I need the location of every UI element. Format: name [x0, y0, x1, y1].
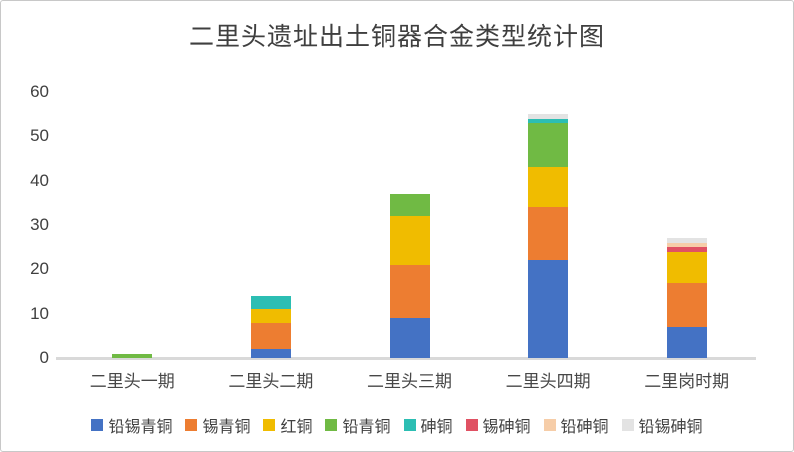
legend-swatch-icon: [403, 419, 416, 431]
legend-swatch-icon: [185, 419, 198, 431]
bar-segment-砷铜: [528, 118, 569, 124]
legend-swatch-icon: [543, 419, 556, 431]
bar-segment-红铜: [528, 167, 569, 208]
bar-segment-红铜: [389, 216, 430, 265]
bar-segment-铅锡砷铜: [528, 114, 569, 119]
bar-二里岗时期: [666, 238, 707, 358]
legend-swatch-icon: [263, 419, 276, 431]
bar-segment-锡青铜: [528, 207, 569, 261]
legend-item-铅锡青铜: 铅锡青铜: [91, 413, 172, 437]
bar-segment-锡青铜: [389, 264, 430, 319]
legend-item-铅锡砷铜: 铅锡砷铜: [621, 413, 703, 437]
bar-segment-红铜: [666, 251, 707, 283]
bar-二里头四期: [528, 114, 569, 358]
chart-title: 二里头遗址出土铜器合金类型统计图: [188, 23, 605, 51]
bar-segment-锡砷铜: [666, 247, 707, 252]
legend: 铅锡青铜 锡青铜 红铜 铅青铜 砷铜 锡砷铜 铅砷铜 铅锡砷铜: [1, 413, 793, 437]
legend-label: 铅青铜: [342, 419, 391, 436]
bar-segment-锡青铜: [250, 322, 291, 350]
bar-segment-铅青铜: [528, 123, 569, 168]
legend-label: 铅锡青铜: [108, 419, 173, 436]
x-axis-line: [56, 357, 756, 360]
x-axis-category-label: 二里头二期: [228, 372, 314, 391]
bar-segment-红铜: [250, 309, 291, 323]
bar-segment-铅锡青铜: [250, 349, 291, 358]
y-axis-tick-label: 50: [30, 126, 49, 146]
bar-segment-铅锡砷铜: [666, 238, 707, 243]
legend-label: 铅砷铜: [560, 419, 609, 436]
legend-swatch-icon: [325, 419, 338, 431]
x-axis-category-label: 二里岗时期: [644, 372, 730, 391]
y-axis-tick-label: 40: [30, 170, 49, 190]
legend-item-锡砷铜: 锡砷铜: [465, 413, 531, 437]
legend-label: 红铜: [280, 419, 313, 436]
legend-item-红铜: 红铜: [263, 413, 312, 437]
bar-segment-铅锡青铜: [528, 260, 569, 358]
bar-segment-铅锡青铜: [666, 326, 707, 358]
legend-swatch-icon: [91, 419, 104, 431]
legend-swatch-icon: [621, 419, 634, 431]
bar-segment-铅锡青铜: [389, 318, 430, 358]
y-axis-tick-label: 10: [30, 303, 49, 323]
legend-swatch-icon: [465, 419, 478, 431]
bar-segment-铅砷铜: [666, 242, 707, 248]
legend-label: 铅锡砷铜: [638, 419, 703, 436]
legend-label: 砷铜: [420, 419, 453, 436]
x-axis-category-label: 二里头三期: [367, 372, 452, 391]
bar-segment-砷铜: [250, 295, 291, 310]
legend-label: 锡青铜: [202, 419, 251, 436]
bar-segment-铅青铜: [389, 193, 430, 217]
legend-item-锡青铜: 锡青铜: [185, 413, 250, 437]
legend-item-铅砷铜: 铅砷铜: [543, 413, 609, 437]
legend-label: 锡砷铜: [482, 419, 531, 436]
legend-item-铅青铜: 铅青铜: [325, 413, 391, 437]
y-axis-tick-label: 30: [30, 215, 49, 234]
bar-二里头二期: [250, 295, 291, 358]
x-axis-category-label: 二里头四期: [505, 372, 591, 391]
x-axis-category-label: 二里头一期: [89, 372, 175, 391]
y-axis-tick-label: 60: [30, 82, 49, 101]
bar-二里头一期: [112, 353, 153, 358]
y-axis-tick-label: 0: [39, 348, 49, 367]
y-axis-tick-label: 20: [30, 259, 49, 279]
bar-segment-锡青铜: [666, 282, 707, 327]
bar-segment-铅青铜: [112, 353, 153, 358]
legend-item-砷铜: 砷铜: [403, 413, 453, 437]
bar-二里头三期: [389, 193, 430, 358]
